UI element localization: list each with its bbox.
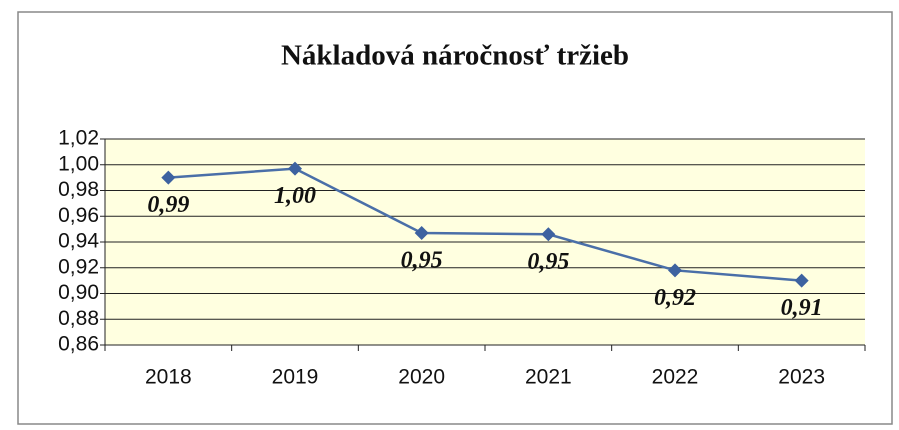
data-label: 1,00 (274, 183, 316, 209)
x-tick-label: 2019 (272, 366, 319, 389)
y-tick-label: 0,92 (58, 255, 99, 278)
data-marker (414, 225, 429, 240)
x-tick-label: 2023 (778, 366, 825, 389)
x-tick-label: 2021 (525, 366, 572, 389)
data-label: 0,91 (781, 295, 823, 321)
data-label: 0,99 (147, 192, 189, 218)
y-tick-label: 1,02 (58, 127, 99, 150)
data-marker (288, 161, 302, 176)
y-tick-label: 0,96 (58, 204, 99, 227)
x-tick-label: 2022 (652, 366, 699, 389)
data-marker (541, 227, 556, 242)
data-label: 0,95 (527, 249, 569, 275)
data-label: 0,95 (401, 247, 443, 273)
data-marker (161, 170, 176, 185)
chart-title: Nákladová náročnosť tržieb (281, 40, 629, 72)
y-tick-label: 0,86 (58, 333, 99, 356)
data-marker (668, 263, 682, 278)
y-tick-label: 0,88 (58, 307, 99, 330)
y-tick-label: 0,90 (58, 281, 99, 304)
y-tick-label: 0,94 (58, 230, 99, 253)
y-tick-label: 1,00 (58, 152, 99, 175)
y-tick-label: 0,98 (58, 178, 99, 201)
x-tick-label: 2018 (145, 366, 192, 389)
x-tick-label: 2020 (398, 366, 445, 389)
data-label: 0,92 (654, 285, 696, 311)
data-marker (794, 273, 809, 288)
data-line (168, 167, 802, 282)
